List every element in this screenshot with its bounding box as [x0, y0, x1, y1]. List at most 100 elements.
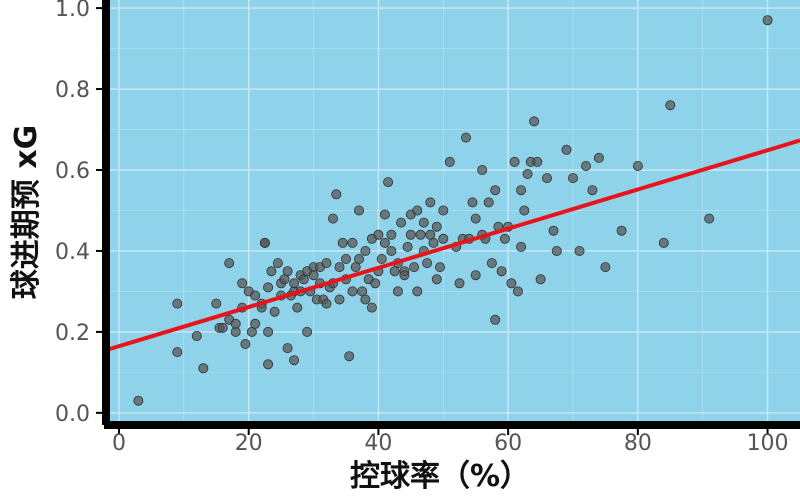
data-point [658, 237, 669, 248]
data-point [516, 185, 527, 196]
data-point [490, 185, 501, 196]
data-point [272, 258, 283, 269]
data-point [632, 160, 643, 171]
data-point [376, 253, 387, 264]
data-point [360, 245, 371, 256]
data-point [224, 258, 235, 269]
data-point [266, 266, 277, 277]
data-point [532, 156, 543, 167]
data-point [512, 286, 523, 297]
data-point [198, 363, 209, 374]
data-point [496, 266, 507, 277]
y-tick-label: 0.2 [55, 321, 90, 346]
x-tick-label: 60 [494, 431, 522, 456]
data-point [412, 205, 423, 216]
data-point [250, 290, 261, 301]
data-point [366, 302, 377, 313]
data-point [529, 116, 540, 127]
data-point [282, 343, 293, 354]
data-point [548, 225, 559, 236]
data-point [386, 245, 397, 256]
x-tick-label: 20 [235, 431, 263, 456]
data-point [438, 205, 449, 216]
x-axis-ticks: 0 20 40 60 80 100 [112, 429, 789, 456]
data-point [237, 278, 248, 289]
data-point [289, 278, 300, 289]
data-point [353, 253, 364, 264]
data-point [616, 225, 627, 236]
data-point [704, 213, 715, 224]
data-point [477, 164, 488, 175]
data-point [431, 274, 442, 285]
data-point [392, 286, 403, 297]
y-tick-label: 1.0 [55, 0, 90, 22]
data-point [337, 237, 348, 248]
data-point [587, 185, 598, 196]
data-point [506, 278, 517, 289]
data-point [344, 351, 355, 362]
data-point [230, 318, 241, 329]
y-tick-label: 0.4 [55, 240, 90, 265]
data-point [282, 266, 293, 277]
y-tick-label: 0.6 [55, 159, 90, 184]
data-point [191, 330, 202, 341]
data-point [593, 152, 604, 163]
data-point [509, 156, 520, 167]
data-point [334, 262, 345, 273]
data-point [460, 132, 471, 143]
data-point [574, 245, 585, 256]
grid [106, 0, 800, 425]
data-point [431, 221, 442, 232]
data-point [490, 314, 501, 325]
data-point [568, 173, 579, 184]
data-point [409, 262, 420, 273]
data-point [499, 233, 510, 244]
data-point [412, 286, 423, 297]
data-point [405, 229, 416, 240]
data-point [373, 229, 384, 240]
data-point [399, 270, 410, 281]
data-point [292, 302, 303, 313]
data-point [383, 177, 394, 188]
data-point [379, 237, 390, 248]
data-point [217, 322, 228, 333]
data-point [415, 229, 426, 240]
data-point [347, 237, 358, 248]
data-point [269, 306, 280, 317]
data-point [321, 298, 332, 309]
data-point [428, 237, 439, 248]
data-point [308, 270, 319, 281]
data-point [600, 262, 611, 273]
x-tick-label: 40 [364, 431, 392, 456]
plot-background [106, 0, 800, 425]
data-point [542, 173, 553, 184]
data-point [240, 338, 251, 349]
data-point [418, 217, 429, 228]
data-point [486, 258, 497, 269]
data-point [259, 237, 270, 248]
x-tick-label: 100 [747, 431, 789, 456]
x-tick-label: 80 [624, 431, 652, 456]
data-point [289, 355, 300, 366]
data-point [581, 160, 592, 171]
data-point [665, 100, 676, 111]
data-point [467, 197, 478, 208]
data-point [434, 262, 445, 273]
data-point [516, 241, 527, 252]
data-point [438, 233, 449, 244]
data-point [263, 282, 274, 293]
data-point [535, 274, 546, 285]
data-point [327, 213, 338, 224]
data-point [551, 245, 562, 256]
data-point [331, 189, 342, 200]
data-point [347, 286, 358, 297]
data-point [263, 359, 274, 370]
data-point [519, 205, 530, 216]
data-point [470, 270, 481, 281]
data-point [321, 258, 332, 269]
data-point [762, 15, 773, 26]
y-tick-label: 0.8 [55, 78, 90, 103]
data-point [334, 294, 345, 305]
data-point [422, 258, 433, 269]
